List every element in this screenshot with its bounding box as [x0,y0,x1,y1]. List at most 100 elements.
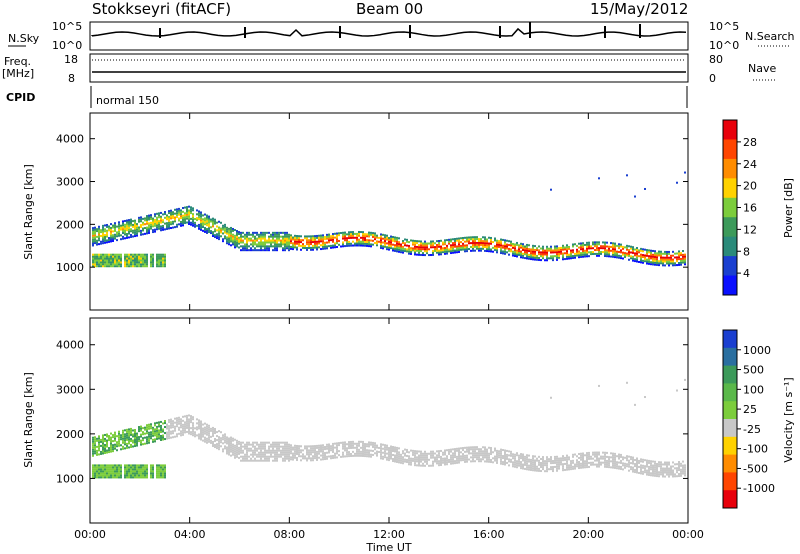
cpid-label: CPID [6,91,35,104]
velocity-cell-1042 [306,449,308,452]
velocity-cell-2144 [670,473,672,476]
power-cell-1540 [472,247,474,250]
power-cell-449 [156,222,158,225]
power-cell-554 [176,223,178,226]
power-cell-32 [94,253,96,256]
velocity-cell-42 [96,472,98,475]
velocity-cell-1218 [364,451,366,454]
velocity-cell-1214 [362,442,364,445]
velocity-cell-2077 [650,472,652,475]
velocity-cell-485 [160,476,162,479]
velocity-cell-982 [286,441,288,444]
power-cell-492 [162,226,164,229]
power-cell-1417 [432,253,434,256]
power-cell-706 [216,229,218,232]
power-cell-939 [276,235,278,238]
velocity-cell-157 [112,434,114,437]
power-cell-2015 [630,247,632,250]
velocity-cell-326 [136,476,138,479]
power-cell-1426 [434,246,436,249]
velocity-cell-434 [152,472,154,475]
power-cell-1430 [436,247,438,250]
power-cell-556 [176,214,178,217]
velocity-cell-695 [212,428,214,431]
velocity-cell-697 [214,446,216,449]
velocity-cell-26 [94,436,96,439]
velocity-cell-104 [104,468,106,471]
velocity-cell-2064 [646,469,648,472]
power-cell-332 [138,230,140,233]
velocity-cell-1104 [324,446,326,449]
velocity-cell-244 [126,444,128,447]
velocity-cell-1036 [304,447,306,450]
velocity-cell-1959 [612,466,614,469]
power-cell-907 [268,235,270,238]
power-cell-1599 [490,250,492,253]
velocity-cell-709 [216,431,218,434]
power-cell-261 [128,228,130,231]
velocity-cell-1920 [598,463,600,466]
velocity-cell-33 [94,464,96,467]
velocity-cell-504 [162,464,164,467]
velocity-cell-461 [156,464,158,467]
power-cell-1189 [356,242,358,245]
velocity-cell-151 [112,450,114,453]
power-cell-1275 [384,236,386,239]
velocity-cell-701 [214,431,216,434]
velocity-cell-1654 [508,454,510,457]
velocity-cell-614 [190,415,192,418]
power-cell-1548 [474,245,476,248]
power-cell-1233 [368,233,370,236]
power-cell-1317 [396,236,398,239]
velocity-cell-2082 [650,460,652,463]
power-cell-1748 [538,251,540,254]
power-cell-154 [112,230,114,233]
velocity-cell-1125 [332,448,334,451]
power-cell-1653 [508,244,510,247]
power-cell-147 [110,257,112,260]
velocity-cell-1088 [320,448,322,451]
velocity-cell-1228 [366,443,368,446]
power-cell-392 [146,216,148,219]
power-cell-1889 [586,243,588,246]
velocity-cell-1655 [508,450,510,453]
power-cell-808 [244,249,246,252]
velocity-cell-1903 [592,461,594,464]
power-cell-1061 [312,239,314,242]
velocity-cell-618 [192,428,194,431]
power-cell-2168 [678,254,680,257]
velocity-cell-59 [98,470,100,473]
power-cell-717 [220,235,222,238]
velocity-cell-304 [134,443,136,446]
power-cell-26 [94,265,96,268]
power-cell-1982 [618,247,620,250]
velocity-cell-1788 [552,466,554,469]
power-cell-1634 [502,246,504,249]
power-cell-363 [142,223,144,226]
power-cell-508 [164,211,166,214]
power-cell-64 [100,234,102,237]
velocity-cell-1000 [292,456,294,459]
velocity-cell-940 [276,445,278,448]
power-cell-730 [224,231,226,234]
power-cell-418 [150,263,152,266]
power-cell-1554 [476,247,478,250]
power-cell-2036 [636,248,638,251]
velocity-cell-314 [134,472,136,475]
velocity-cell-2105 [658,475,660,478]
power-cell-341 [138,259,140,262]
velocity-cell-1812 [560,459,562,462]
velocity-cell-422 [150,468,152,471]
velocity-cell-192 [118,444,120,447]
power-cell-741 [226,228,228,231]
power-cell-2106 [658,260,660,263]
power-cell-201 [118,261,120,264]
power-cell-1771 [546,251,548,254]
velocity-cell-860 [256,441,258,444]
velocity-cell-1987 [620,465,622,468]
velocity-cell-1335 [402,452,404,455]
velocity-cell-194 [118,440,120,443]
velocity-cell-574 [180,420,182,423]
power-cell-2157 [674,252,676,255]
power-cell-1454 [444,248,446,251]
